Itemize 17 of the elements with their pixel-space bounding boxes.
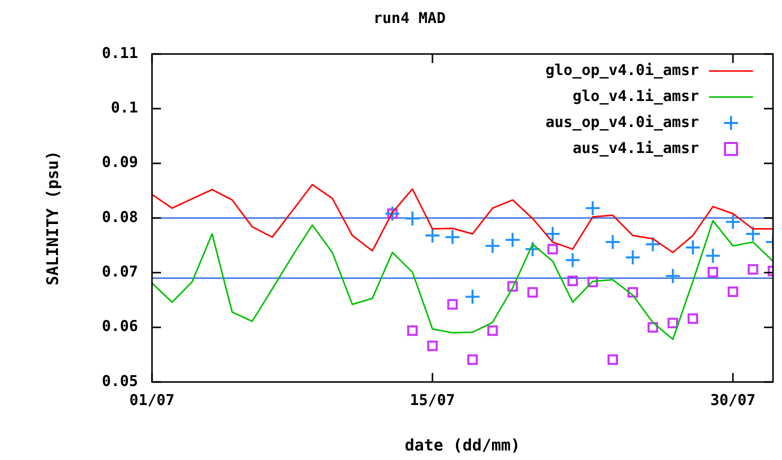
x-axis-title: date (dd/mm) xyxy=(404,436,520,455)
y-tick-label: 0.06 xyxy=(102,317,138,336)
x-tick-label: 15/07 xyxy=(410,390,456,409)
y-tick-label: 0.05 xyxy=(102,372,138,390)
y-tick-label: 0.1 xyxy=(110,98,138,117)
y-tick-label: 0.09 xyxy=(102,153,138,172)
y-tick-label: 0.08 xyxy=(102,208,138,226)
x-tick-label: 01/07 xyxy=(129,390,175,409)
legend-label: glo_v4.1i_amsr xyxy=(572,86,699,105)
legend-label: glo_op_v4.0i_amsr xyxy=(545,60,699,79)
legend-label: aus_v4.1i_amsr xyxy=(572,138,699,157)
y-axis-title: SALINITY (psu) xyxy=(42,150,62,286)
y-tick-label: 0.11 xyxy=(102,44,138,62)
y-tick-label: 0.07 xyxy=(102,262,138,281)
x-tick-label: 30/07 xyxy=(710,390,756,409)
chart-title: run4 MAD xyxy=(373,8,446,27)
legend-label: aus_op_v4.0i_amsr xyxy=(545,112,699,131)
